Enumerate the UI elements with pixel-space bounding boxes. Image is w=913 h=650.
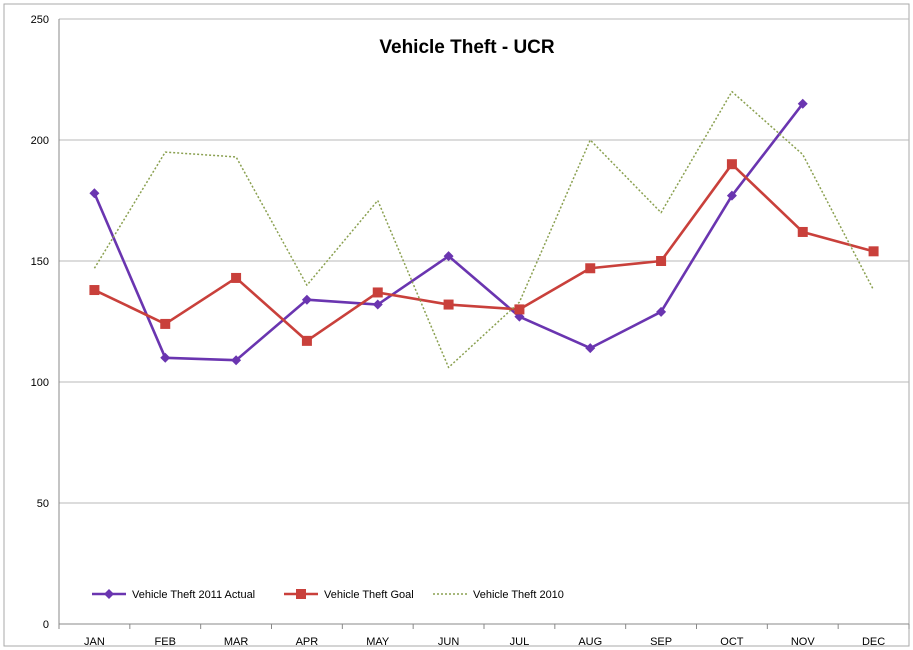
legend: Vehicle Theft 2011 Actual Vehicle Theft G…	[92, 589, 564, 601]
y-tick-label: 200	[31, 135, 49, 147]
x-tick-label: JAN	[84, 636, 105, 648]
data-point	[301, 294, 312, 305]
series-line-3	[93, 90, 875, 369]
x-tick-label: AUG	[578, 636, 602, 648]
x-tick-label: SEP	[650, 636, 672, 648]
x-tick-label: OCT	[720, 636, 744, 648]
data-point	[443, 251, 454, 262]
y-tick-label: 0	[43, 619, 49, 631]
data-point	[301, 335, 312, 346]
x-tick-label: JUL	[510, 636, 530, 648]
series-line-2	[93, 162, 874, 343]
x-tick-label: MAR	[224, 636, 249, 648]
data-point	[160, 352, 171, 363]
data-point	[868, 246, 879, 257]
data-point	[797, 98, 808, 109]
data-point	[585, 263, 596, 274]
legend-marker	[296, 589, 306, 599]
legend-label: Vehicle Theft Goal	[324, 589, 414, 601]
data-point	[372, 287, 383, 298]
y-tick-label: 50	[37, 498, 49, 510]
x-tick-label: NOV	[791, 636, 816, 648]
x-tick-label: DEC	[862, 636, 885, 648]
data-point	[585, 343, 596, 354]
data-point	[231, 272, 242, 283]
data-point	[514, 304, 525, 315]
legend-marker	[104, 589, 114, 599]
data-point	[656, 256, 667, 266]
legend-label: Vehicle Theft 2010	[473, 589, 564, 601]
chart-border	[3, 3, 910, 647]
data-point	[89, 285, 100, 296]
data-point	[89, 188, 100, 199]
data-point	[231, 355, 242, 366]
data-point	[372, 299, 383, 310]
chart-title: Vehicle Theft - UCR	[379, 37, 555, 58]
y-tick-label: 250	[31, 14, 49, 26]
data-point	[443, 299, 454, 310]
axes: 0 50 100 150 200 250 JAN FEB MAR APR MAY JUN JUL AUG S…	[31, 14, 910, 648]
y-tick-label: 150	[31, 256, 49, 268]
data-point	[726, 159, 737, 170]
data-point	[797, 226, 808, 237]
x-tick-label: FEB	[155, 636, 176, 648]
data-point	[656, 306, 667, 317]
x-tick-label: MAY	[366, 636, 390, 648]
y-tick-label: 100	[31, 377, 49, 389]
series-markers	[89, 98, 879, 366]
x-tick-label: JUN	[438, 636, 459, 648]
data-point	[726, 190, 737, 201]
data-point	[160, 318, 171, 329]
x-tick-label: APR	[296, 636, 319, 648]
legend-label: Vehicle Theft 2011 Actual	[132, 589, 255, 601]
gridlines	[59, 18, 909, 504]
